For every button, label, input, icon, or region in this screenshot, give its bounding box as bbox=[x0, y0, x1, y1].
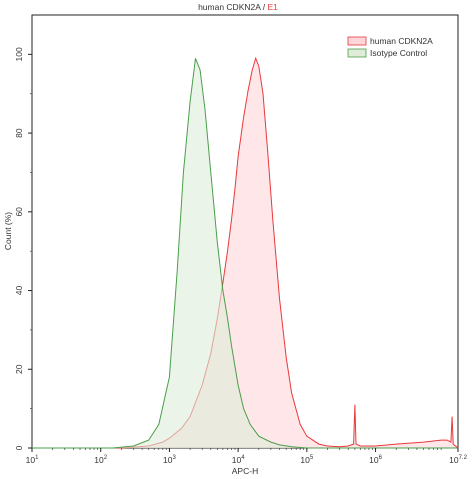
x-tick-label: 103 bbox=[163, 455, 176, 465]
legend: human CDKN2A Isotype Control bbox=[347, 36, 433, 58]
chart-title: human CDKN2A / E1 bbox=[198, 2, 278, 12]
x-axis-label: APC-H bbox=[232, 466, 258, 476]
y-tick-label: 60 bbox=[14, 207, 24, 217]
x-tick-label: 101 bbox=[26, 455, 39, 465]
y-axis: 0 20 40 60 80 100 bbox=[14, 47, 32, 450]
y-tick-label: 40 bbox=[14, 286, 24, 296]
y-axis-label: Count (%) bbox=[3, 212, 13, 250]
y-tick-label: 20 bbox=[14, 364, 24, 374]
legend-item: Isotype Control bbox=[347, 48, 427, 58]
x-tick-label: 102 bbox=[94, 455, 107, 465]
legend-swatch bbox=[347, 48, 367, 58]
y-tick-label: 100 bbox=[14, 47, 24, 61]
series-line bbox=[32, 58, 458, 449]
x-axis: 101 102 103 104 105 106 107.2 bbox=[26, 448, 468, 465]
legend-item: human CDKN2A bbox=[347, 36, 433, 46]
x-tick-label: 105 bbox=[300, 455, 313, 465]
y-tick-label: 0 bbox=[14, 445, 24, 450]
legend-label: human CDKN2A bbox=[370, 36, 433, 46]
legend-swatch bbox=[347, 36, 367, 46]
legend-label: Isotype Control bbox=[370, 48, 427, 58]
series-area bbox=[32, 58, 458, 449]
x-tick-label: 106 bbox=[369, 455, 382, 465]
series-0 bbox=[32, 56, 459, 449]
series-1 bbox=[32, 58, 458, 449]
series-layer bbox=[32, 56, 459, 449]
chart-title-accent: E1 bbox=[268, 2, 279, 12]
x-tick-label: 104 bbox=[232, 455, 245, 465]
chart-title-main: human CDKN2A / bbox=[198, 2, 267, 12]
y-tick-label: 80 bbox=[14, 128, 24, 138]
x-tick-label: 107.2 bbox=[449, 455, 467, 465]
